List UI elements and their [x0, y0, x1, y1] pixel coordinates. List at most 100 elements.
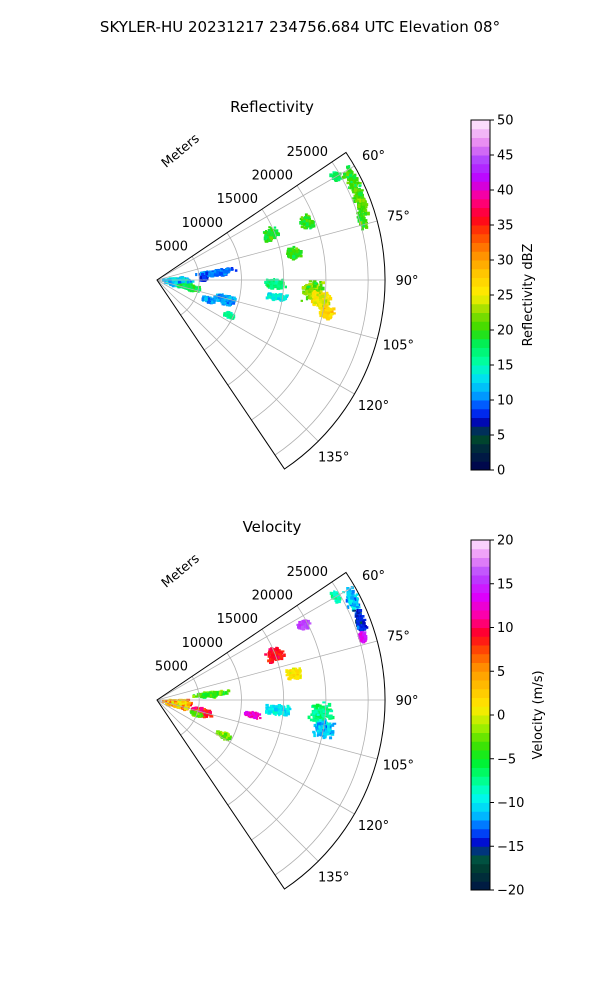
velocity-colorbar-tick-label: 5 [497, 665, 505, 680]
reflectivity-echo-7 [195, 267, 238, 278]
reflectivity-echo-14 [162, 276, 195, 290]
velocity-colorbar-tick-label: 0 [497, 709, 505, 724]
velocity-title: Velocity [243, 518, 302, 536]
reflectivity-colorbar-tick-label: 35 [497, 219, 514, 234]
reflectivity-range-ring-0 [180, 256, 200, 316]
reflectivity-colorbar-tick-label: 20 [497, 324, 514, 339]
velocity-sector-frame [156, 571, 386, 890]
reflectivity-echo-12 [318, 304, 336, 321]
velocity-range-ring-3 [251, 605, 327, 841]
reflectivity-colorbar-tick-label: 45 [497, 149, 514, 164]
velocity-colorbar-label: Velocity (m/s) [531, 670, 546, 759]
reflectivity-sector-frame [156, 151, 386, 470]
velocity-azimuth-spoke-3 [156, 699, 378, 760]
reflectivity-range-ring-3 [251, 185, 327, 421]
velocity-echo-4 [296, 619, 312, 631]
velocity-radial-label: Meters [159, 551, 203, 591]
velocity-range-ring-0 [180, 676, 200, 736]
velocity-range-ring-1 [203, 652, 242, 771]
velocity-echo-3 [357, 631, 368, 644]
velocity-range-tick-label: 20000 [252, 589, 293, 604]
velocity-colorbar-tick-label: −10 [497, 796, 524, 811]
reflectivity-colorbar-tick-label: 50 [497, 114, 514, 129]
velocity-azimuth-tick-label: 135° [318, 871, 349, 886]
reflectivity-echo-13 [265, 292, 289, 302]
velocity-azimuth-tick-label: 60° [362, 569, 385, 584]
reflectivity-azimuth-tick-label: 135° [318, 451, 349, 466]
reflectivity-azimuth-tick-label: 75° [387, 209, 410, 224]
velocity-echo-2 [352, 609, 369, 636]
velocity-azimuth-tick-label: 90° [395, 694, 418, 709]
velocity-colorbar-tick-label: −5 [497, 752, 516, 767]
velocity-echo-7 [192, 689, 231, 699]
velocity-echo-10 [312, 718, 337, 740]
velocity-echo-15 [215, 730, 232, 742]
velocity-colorbar-tick-label: −20 [497, 884, 524, 899]
velocity-azimuth-spoke-0 [156, 585, 355, 701]
reflectivity-colorbar-tick-label: 15 [497, 359, 514, 374]
velocity-azimuth-spoke-1 [156, 640, 378, 701]
reflectivity-azimuth-spoke-5 [156, 279, 319, 442]
velocity-range-tick-label: 25000 [287, 565, 328, 580]
reflectivity-echo-11 [308, 289, 333, 312]
velocity-echo-1 [342, 586, 361, 612]
reflectivity-colorbar-tick-label: 5 [497, 429, 505, 444]
reflectivity-range-ring-1 [203, 232, 242, 351]
reflectivity-echo-4 [299, 213, 316, 230]
velocity-range-tick-label: 10000 [182, 636, 223, 651]
reflectivity-echo-6 [286, 245, 303, 261]
velocity-range-tick-label: 15000 [217, 612, 258, 627]
reflectivity-radial-label: Meters [159, 131, 203, 171]
reflectivity-colorbar-tick-label: 0 [497, 464, 505, 479]
reflectivity-echo-1 [341, 165, 362, 194]
velocity-polar-axes: 5000 10000 15000 20000 25000 60° 75° 90° 105° 120… [155, 565, 419, 890]
reflectivity-panel: Reflectivity Meters 5000 10000 15000 20000 2… [155, 98, 536, 479]
reflectivity-echo-3 [356, 211, 369, 231]
reflectivity-azimuth-tick-label: 60° [362, 149, 385, 164]
velocity-echo-0 [329, 590, 342, 604]
velocity-echo-12 [162, 698, 193, 712]
velocity-azimuth-tick-label: 120° [358, 819, 389, 834]
reflectivity-azimuth-tick-label: 105° [383, 339, 414, 354]
velocity-echo-5 [264, 646, 286, 664]
reflectivity-colorbar: 0 5 10 15 20 25 30 35 40 45 50 [470, 114, 514, 479]
velocity-colorbar: −20 −15 −10 −5 0 5 10 15 20 [470, 534, 524, 899]
velocity-echo-6 [285, 667, 302, 681]
reflectivity-echo-9 [264, 278, 287, 290]
velocity-colorbar-tick-label: 15 [497, 577, 514, 592]
reflectivity-echo-field [162, 165, 370, 321]
reflectivity-polar-axes: 5000 10000 15000 20000 25000 60° 75° 90° 105° 120… [155, 145, 419, 470]
reflectivity-range-tick-label: 5000 [155, 239, 188, 254]
velocity-range-tick-label: 5000 [155, 659, 188, 674]
reflectivity-title: Reflectivity [230, 98, 314, 116]
reflectivity-range-tick-label: 15000 [217, 192, 258, 207]
reflectivity-range-tick-label: 25000 [287, 145, 328, 160]
velocity-colorbar-tick-label: 20 [497, 534, 514, 549]
velocity-azimuth-spoke-4 [156, 699, 355, 815]
velocity-colorbar-tick-label: 10 [497, 621, 514, 636]
reflectivity-range-tick-label: 20000 [252, 169, 293, 184]
reflectivity-colorbar-tick-label: 10 [497, 394, 514, 409]
reflectivity-range-tick-label: 10000 [182, 216, 223, 231]
velocity-azimuth-spoke-5 [156, 699, 319, 862]
reflectivity-colorbar-tick-label: 25 [497, 289, 514, 304]
reflectivity-colorbar-tick-label: 40 [497, 184, 514, 199]
reflectivity-echo-8 [199, 274, 209, 282]
figure-suptitle: SKYLER-HU 20231217 234756.684 UTC Elevat… [100, 18, 500, 36]
velocity-range-ring-2 [227, 628, 285, 806]
velocity-echo-8 [265, 703, 292, 717]
velocity-azimuth-tick-label: 75° [387, 629, 410, 644]
reflectivity-azimuth-spoke-3 [156, 279, 378, 340]
reflectivity-range-ring-2 [227, 208, 285, 386]
reflectivity-azimuth-spoke-4 [156, 279, 355, 395]
reflectivity-range-ring-4 [274, 161, 369, 456]
velocity-panel: Velocity Meters 5000 10000 15000 20000 25000… [155, 518, 546, 899]
reflectivity-echo-16 [213, 293, 237, 307]
velocity-range-ring-4 [274, 581, 369, 876]
velocity-colorbar-tick-label: −15 [497, 840, 524, 855]
reflectivity-colorbar-label: Reflectivity dBZ [521, 244, 536, 347]
reflectivity-echo-17 [201, 295, 217, 305]
reflectivity-echo-2 [352, 188, 370, 216]
reflectivity-azimuth-tick-label: 120° [358, 399, 389, 414]
